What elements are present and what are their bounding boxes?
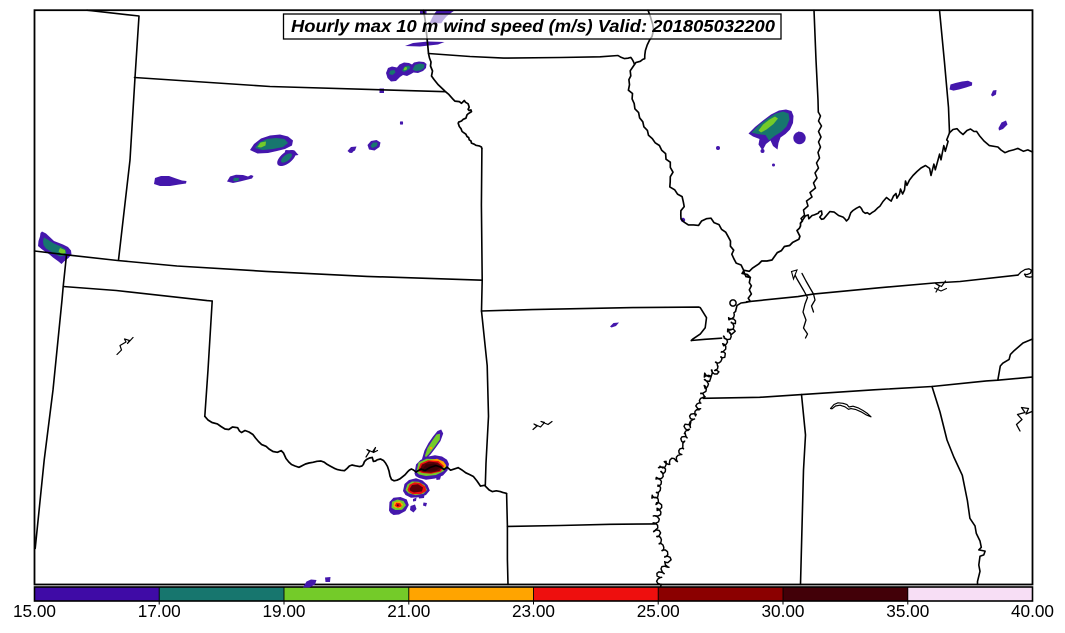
svg-text:21.00: 21.00 [387,601,430,621]
svg-text:40.00: 40.00 [1011,601,1054,621]
svg-text:15.00: 15.00 [13,601,56,621]
svg-text:Hourly max 10 m wind speed (m/: Hourly max 10 m wind speed (m/s) Valid: … [291,16,775,36]
svg-text:19.00: 19.00 [262,601,305,621]
svg-text:23.00: 23.00 [512,601,555,621]
svg-text:35.00: 35.00 [886,601,929,621]
svg-text:17.00: 17.00 [138,601,181,621]
svg-text:25.00: 25.00 [637,601,680,621]
svg-text:30.00: 30.00 [761,601,804,621]
